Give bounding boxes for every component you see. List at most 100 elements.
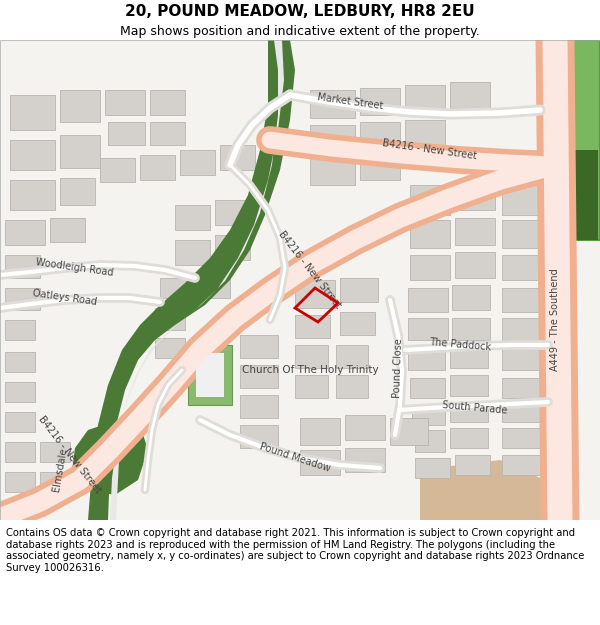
Text: Map shows position and indicative extent of the property.: Map shows position and indicative extent… xyxy=(120,26,480,39)
Polygon shape xyxy=(110,40,284,520)
Polygon shape xyxy=(300,450,340,475)
Polygon shape xyxy=(408,318,448,340)
Polygon shape xyxy=(100,158,135,182)
Polygon shape xyxy=(105,90,145,115)
Polygon shape xyxy=(150,122,185,145)
Text: 20, POUND MEADOW, LEDBURY, HR8 2EU: 20, POUND MEADOW, LEDBURY, HR8 2EU xyxy=(125,4,475,19)
Polygon shape xyxy=(340,278,378,302)
Polygon shape xyxy=(410,255,450,280)
Polygon shape xyxy=(502,428,545,448)
Text: Oatleys Road: Oatleys Road xyxy=(32,289,98,308)
Polygon shape xyxy=(40,472,70,492)
Polygon shape xyxy=(5,288,40,310)
Polygon shape xyxy=(196,353,224,397)
Polygon shape xyxy=(410,220,450,248)
Polygon shape xyxy=(5,255,40,278)
Polygon shape xyxy=(10,95,55,130)
Polygon shape xyxy=(420,460,550,520)
Polygon shape xyxy=(502,402,545,422)
Polygon shape xyxy=(405,120,445,145)
Polygon shape xyxy=(410,185,450,215)
Text: Elmsdale: Elmsdale xyxy=(51,448,69,493)
Text: Church Of The Holy Trinity: Church Of The Holy Trinity xyxy=(242,365,379,375)
Polygon shape xyxy=(336,375,368,398)
Polygon shape xyxy=(5,352,35,372)
Polygon shape xyxy=(408,348,445,370)
Polygon shape xyxy=(60,178,95,205)
Polygon shape xyxy=(415,458,450,478)
Text: A449 - The Southend: A449 - The Southend xyxy=(550,269,560,371)
Polygon shape xyxy=(5,382,35,402)
Polygon shape xyxy=(10,140,55,170)
Polygon shape xyxy=(72,420,148,495)
Polygon shape xyxy=(502,378,545,398)
Text: Contains OS data © Crown copyright and database right 2021. This information is : Contains OS data © Crown copyright and d… xyxy=(6,528,584,573)
Polygon shape xyxy=(310,125,355,152)
Polygon shape xyxy=(410,378,445,398)
Polygon shape xyxy=(450,82,490,108)
Polygon shape xyxy=(452,285,490,310)
Polygon shape xyxy=(452,318,490,340)
Polygon shape xyxy=(200,278,230,298)
Polygon shape xyxy=(175,205,210,230)
Polygon shape xyxy=(502,318,545,340)
Polygon shape xyxy=(310,90,355,118)
Polygon shape xyxy=(155,338,185,358)
Polygon shape xyxy=(310,158,355,185)
Polygon shape xyxy=(408,288,448,312)
Polygon shape xyxy=(300,418,340,445)
Polygon shape xyxy=(108,122,145,145)
Polygon shape xyxy=(220,145,255,170)
Polygon shape xyxy=(295,345,328,368)
Polygon shape xyxy=(455,180,495,210)
Polygon shape xyxy=(150,90,185,115)
Text: Pound Meadow: Pound Meadow xyxy=(259,442,332,474)
Polygon shape xyxy=(558,40,600,240)
Polygon shape xyxy=(240,335,278,358)
Polygon shape xyxy=(415,430,445,452)
Polygon shape xyxy=(405,85,445,112)
Polygon shape xyxy=(502,288,545,312)
Polygon shape xyxy=(215,235,250,260)
Polygon shape xyxy=(88,40,295,520)
Polygon shape xyxy=(140,155,175,180)
Polygon shape xyxy=(240,425,278,448)
Polygon shape xyxy=(360,155,400,180)
Polygon shape xyxy=(360,122,400,148)
Polygon shape xyxy=(390,418,428,445)
Polygon shape xyxy=(5,320,35,340)
Polygon shape xyxy=(455,252,495,278)
Polygon shape xyxy=(295,315,330,338)
Polygon shape xyxy=(502,348,545,370)
Polygon shape xyxy=(450,402,488,422)
Polygon shape xyxy=(240,365,278,388)
Polygon shape xyxy=(360,88,400,115)
Text: B4216 - New Street: B4216 - New Street xyxy=(382,138,478,162)
Polygon shape xyxy=(180,150,215,175)
Polygon shape xyxy=(455,218,495,245)
Polygon shape xyxy=(155,308,185,330)
Text: The Paddock: The Paddock xyxy=(428,338,491,352)
Polygon shape xyxy=(215,200,250,225)
Polygon shape xyxy=(50,218,85,242)
Polygon shape xyxy=(345,415,385,440)
Polygon shape xyxy=(60,90,100,122)
Polygon shape xyxy=(502,455,545,475)
Polygon shape xyxy=(295,375,328,398)
Polygon shape xyxy=(450,345,488,368)
Polygon shape xyxy=(455,455,490,475)
Polygon shape xyxy=(60,135,100,168)
Polygon shape xyxy=(336,345,368,368)
Text: B4216 - New Street: B4216 - New Street xyxy=(37,414,103,496)
Polygon shape xyxy=(502,220,545,248)
Polygon shape xyxy=(175,240,210,265)
Polygon shape xyxy=(560,150,598,240)
Polygon shape xyxy=(340,312,375,335)
Polygon shape xyxy=(412,405,445,425)
Polygon shape xyxy=(5,412,35,432)
Polygon shape xyxy=(5,472,35,492)
Polygon shape xyxy=(5,220,45,245)
Text: Woodleigh Road: Woodleigh Road xyxy=(35,258,115,278)
Polygon shape xyxy=(450,375,488,396)
Text: Pound Close: Pound Close xyxy=(392,338,404,398)
